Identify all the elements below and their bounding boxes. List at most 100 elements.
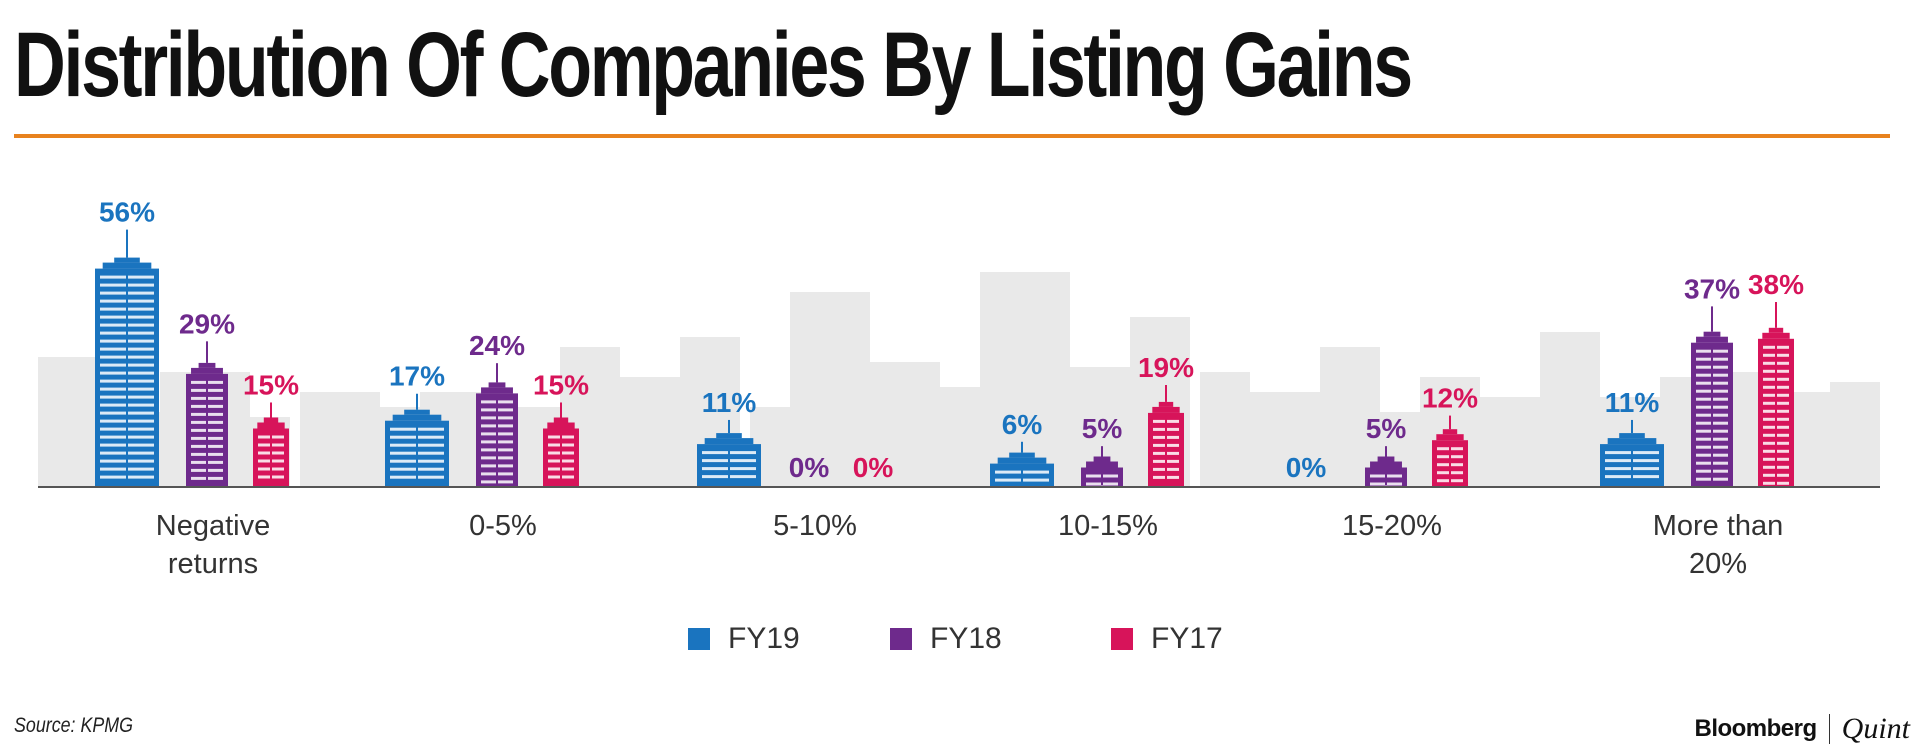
- bar-chart: 56% 17% 11% 6% 0% 11% 29% 24% 0% 5% 5% 37% 15% 15% 0% 1…: [38, 197, 1880, 580]
- brand-separator: [1828, 714, 1830, 744]
- data-label-fy17-2: 0%: [853, 452, 894, 483]
- data-label-fy19-2: 11%: [702, 387, 757, 418]
- bar-antenna: [1449, 415, 1451, 430]
- x-tick-label-0: Negative returns: [156, 510, 270, 580]
- legend-item-fy19: FY19: [688, 622, 800, 656]
- legend-item-fy17: FY17: [1111, 622, 1223, 656]
- bar-crown: [547, 422, 575, 429]
- x-tick-label-3: 10-15%: [1058, 510, 1158, 542]
- bar-fy17-5: [1758, 302, 1794, 487]
- data-label-fy18-0: 29%: [179, 308, 235, 339]
- data-label-fy19-5: 11%: [1605, 387, 1660, 418]
- bar-crown: [257, 422, 285, 429]
- bar-fy18-4: [1365, 446, 1407, 487]
- bar-fy19-5: [1600, 419, 1664, 487]
- bar-crown-top: [1768, 327, 1784, 333]
- bar-antenna: [416, 393, 418, 410]
- bar-fy18-0: [186, 341, 228, 487]
- bar-crown: [1152, 406, 1180, 413]
- bar-antenna: [728, 419, 730, 434]
- bar-divider: [126, 272, 128, 485]
- data-label-fy18-3: 5%: [1082, 413, 1123, 444]
- bar-crown-top: [198, 362, 216, 368]
- skyline-building: [620, 377, 690, 487]
- bar-fy17-4: [1432, 415, 1468, 487]
- bar-crown-top: [1158, 401, 1174, 407]
- legend-swatch: [1111, 628, 1133, 650]
- bar-fy17-0: [253, 402, 289, 487]
- data-label-fy18-2: 0%: [789, 452, 830, 483]
- skyline-building: [1250, 392, 1320, 487]
- x-tick-label-5: More than 20%: [1653, 510, 1784, 580]
- bar-crown: [1370, 461, 1402, 468]
- legend-label: FY19: [728, 622, 800, 655]
- skyline-building: [1320, 347, 1380, 487]
- skyline-building: [980, 272, 1070, 487]
- skyline-building: [790, 292, 870, 487]
- skyline-building: [1480, 397, 1540, 487]
- data-label-fy18-5: 37%: [1684, 273, 1740, 304]
- bar-divider: [1385, 471, 1387, 485]
- brand-logo: Bloomberg Quint: [1694, 712, 1910, 746]
- bar-divider: [1449, 444, 1451, 485]
- bar-crown: [704, 438, 754, 445]
- data-label-fy17-4: 12%: [1422, 383, 1478, 414]
- bar-fy19-2: [697, 419, 761, 487]
- bar-fy19-3: [990, 441, 1054, 487]
- bar-divider: [1711, 346, 1713, 485]
- bar-antenna: [270, 402, 272, 418]
- x-axis-labels: Negative returns 0-5% 5-10% 10-15% 15-20% More…: [156, 510, 1784, 580]
- bar-antenna: [126, 229, 128, 258]
- legend-swatch: [688, 628, 710, 650]
- skyline-building: [1540, 332, 1600, 487]
- legend-item-fy18: FY18: [890, 622, 1002, 656]
- bar-divider: [270, 432, 272, 485]
- chart-title: Distribution Of Companies By Listing Gai…: [14, 14, 1413, 116]
- bar-divider: [416, 424, 418, 485]
- bar-crown: [1436, 434, 1464, 441]
- bar-crown: [1762, 332, 1790, 339]
- bar-divider: [560, 432, 562, 485]
- data-label-fy17-3: 19%: [1138, 352, 1194, 383]
- bar-crown: [1607, 438, 1657, 445]
- brand-quint: Quint: [1841, 712, 1910, 745]
- bar-fy19-0: [95, 229, 159, 487]
- bar-crown-top: [488, 382, 506, 388]
- bar-divider: [1101, 471, 1103, 485]
- data-label-fy18-4: 5%: [1366, 413, 1407, 444]
- bar-fy19-1: [385, 393, 449, 487]
- bar-crown-top: [1093, 456, 1111, 462]
- bar-fy17-3: [1148, 385, 1184, 487]
- bar-crown: [191, 367, 223, 374]
- bar-divider: [1631, 448, 1633, 485]
- bar-crown-top: [1619, 433, 1645, 439]
- skyline-building: [1200, 372, 1250, 487]
- bar-crown-top: [1377, 456, 1395, 462]
- bar-antenna: [560, 402, 562, 418]
- bar-antenna: [206, 341, 208, 363]
- legend: FY19 FY18 FY17: [0, 622, 1920, 662]
- data-label-fy17-5: 38%: [1748, 269, 1804, 300]
- bar-fy17-1: [543, 402, 579, 487]
- bar-divider: [496, 397, 498, 485]
- bar-antenna: [1101, 446, 1103, 457]
- title-underline: [14, 134, 1890, 138]
- bar-crown-top: [716, 433, 742, 439]
- bar-antenna: [1165, 385, 1167, 402]
- bars-group: 56% 17% 11% 6% 0% 11% 29% 24% 0% 5% 5% 37% 15% 15% 0% 1…: [95, 197, 1804, 487]
- data-label-fy17-0: 15%: [243, 369, 299, 400]
- bar-crown-top: [553, 417, 569, 423]
- brand-bloomberg: Bloomberg: [1694, 715, 1817, 742]
- bar-crown: [1696, 336, 1728, 343]
- bar-divider: [1021, 467, 1023, 485]
- x-tick-label-2: 5-10%: [773, 510, 857, 542]
- data-label-fy19-1: 17%: [389, 361, 445, 392]
- bar-crown-top: [1442, 429, 1458, 435]
- bar-crown-top: [1009, 452, 1035, 458]
- data-label-fy19-3: 6%: [1002, 409, 1043, 440]
- x-tick-label-4: 15-20%: [1342, 510, 1442, 542]
- legend-label: FY18: [930, 622, 1002, 655]
- bar-divider: [1775, 342, 1777, 485]
- bar-crown: [997, 457, 1047, 464]
- data-label-fy19-4: 0%: [1286, 452, 1327, 483]
